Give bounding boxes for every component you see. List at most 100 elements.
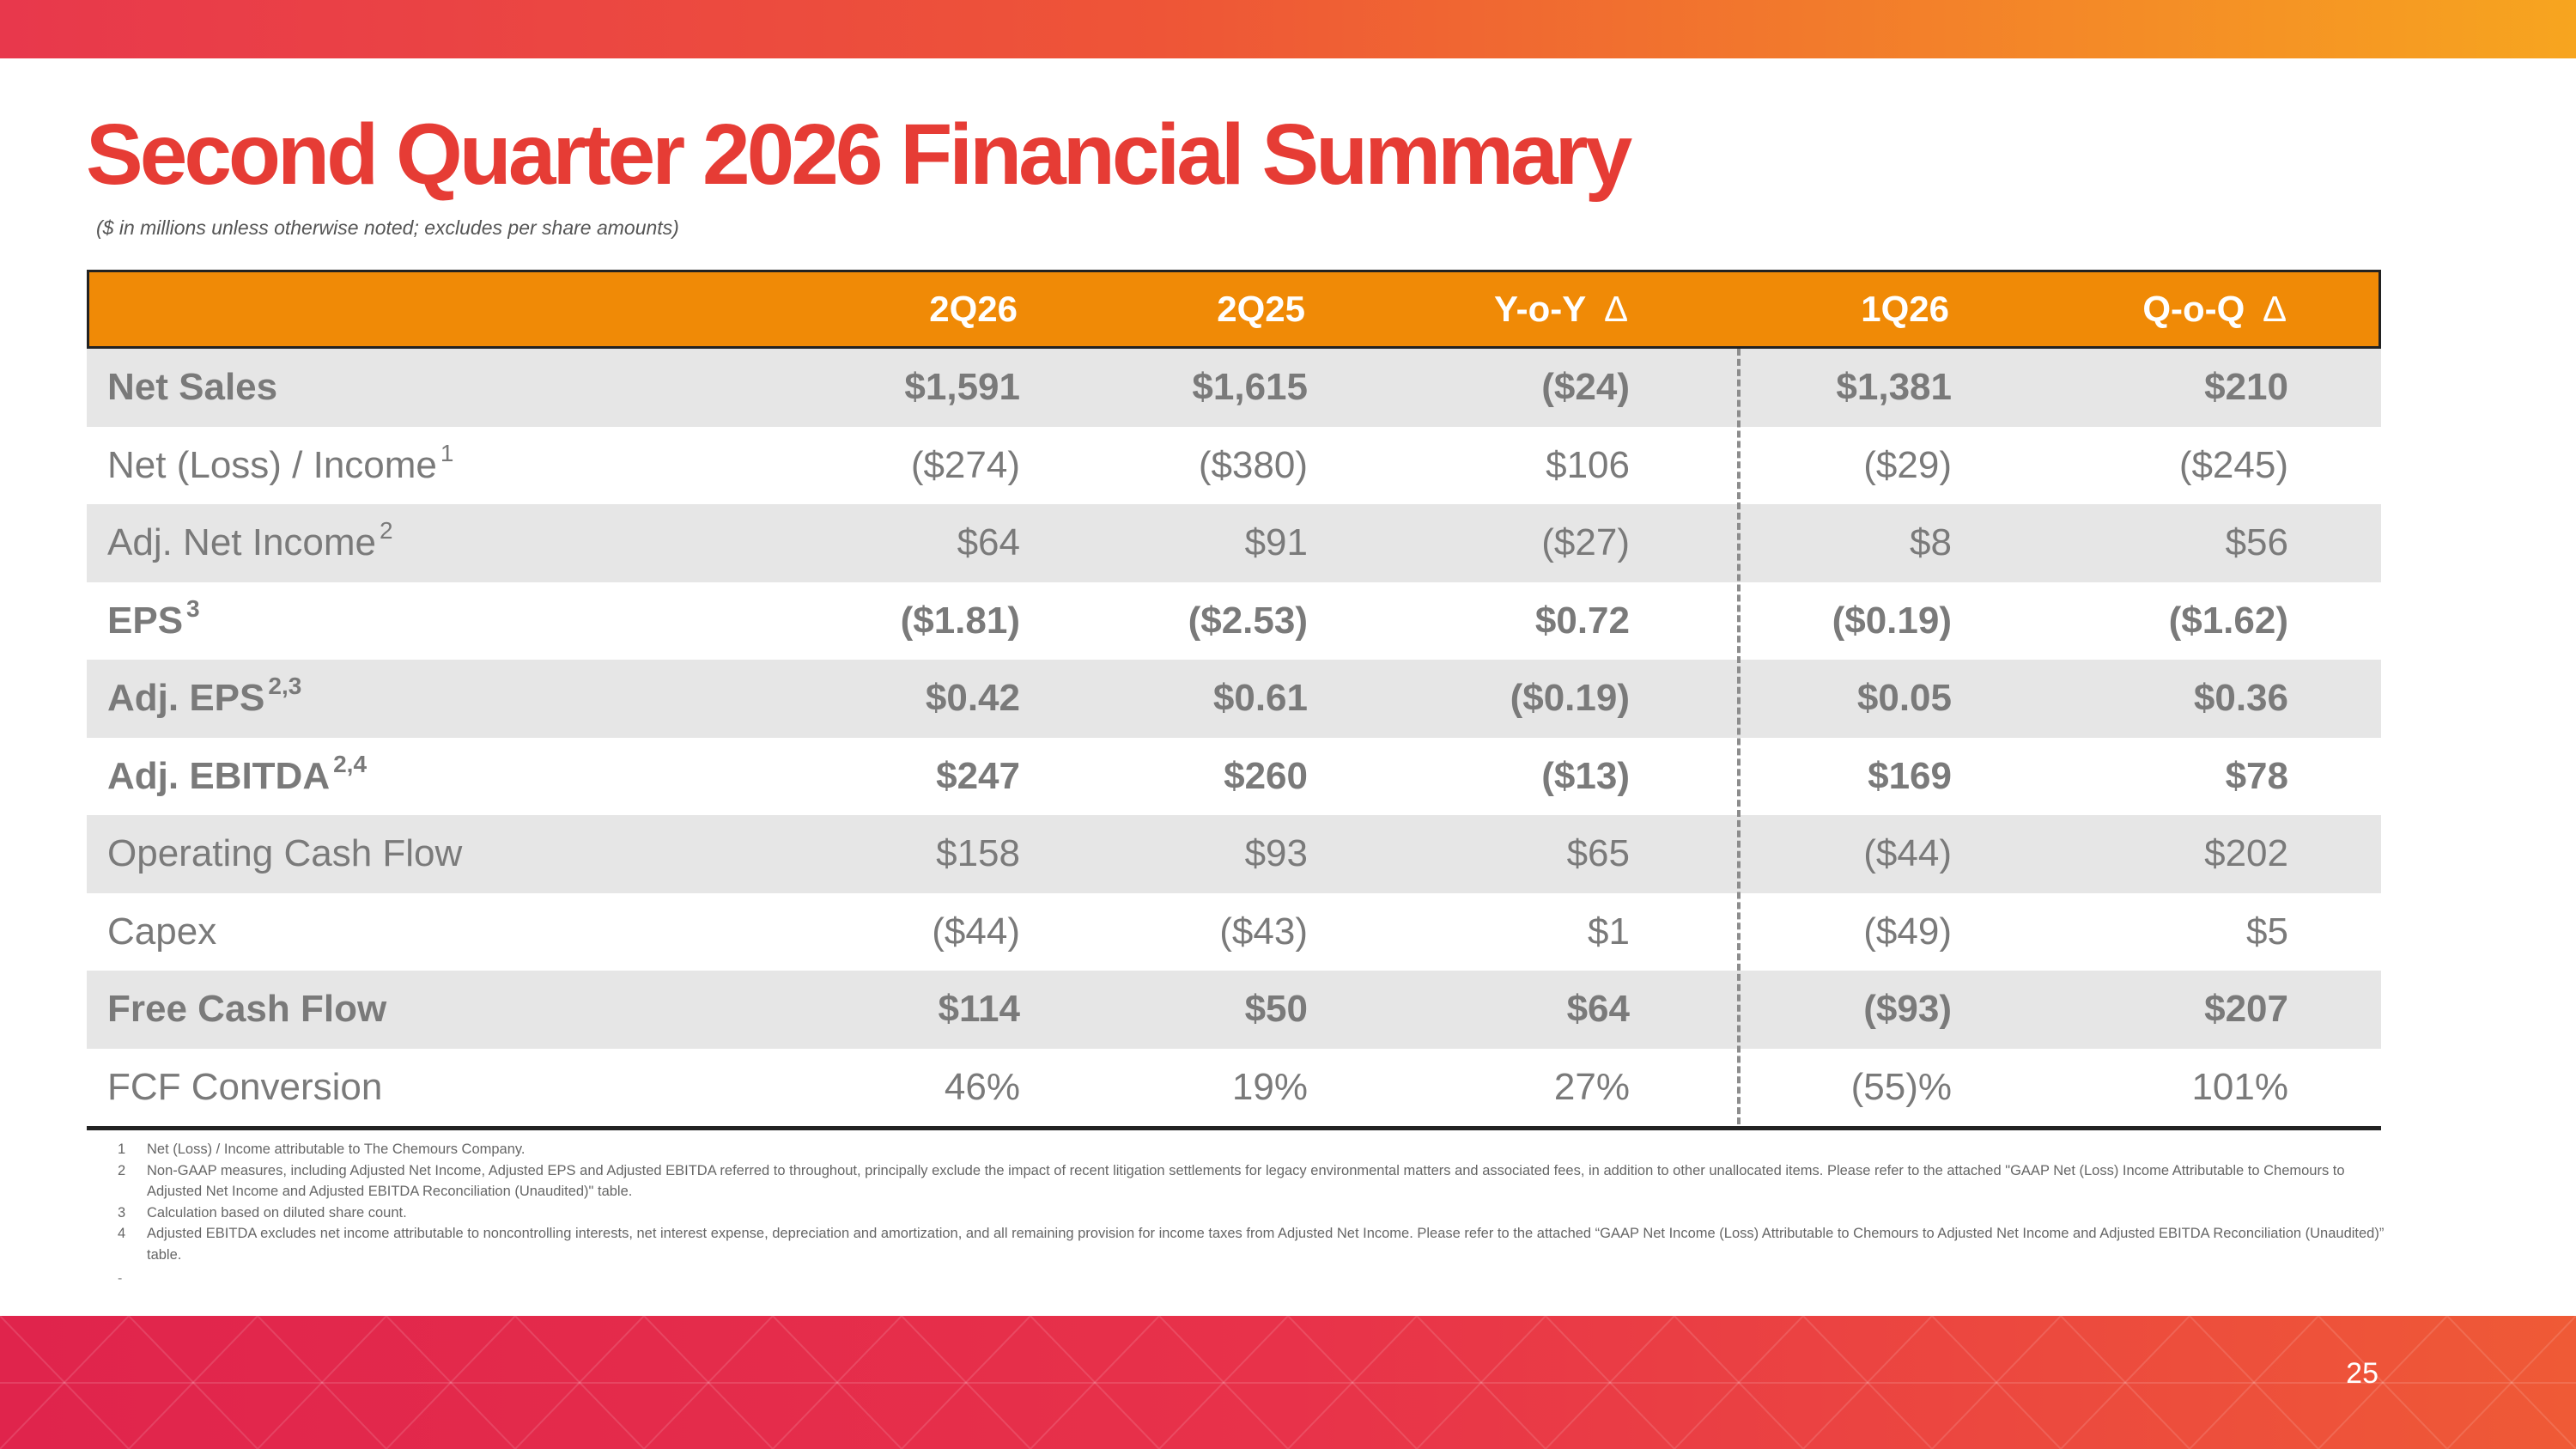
cell-2q25: 19% (1231, 1065, 1308, 1108)
cell-yoy: ($0.19) (1510, 677, 1630, 720)
cell-2q26: $64 (957, 521, 1020, 564)
header-yoy: Y-o-Y ∆ (1494, 272, 1627, 346)
cell-qoq: $0.36 (2193, 677, 2288, 720)
cell-yoy: ($13) (1541, 754, 1630, 797)
cell-2q26: $1,591 (904, 366, 1020, 409)
row-label: Capex (107, 910, 217, 953)
footnote: 1 Net (Loss) / Income attributable to The… (118, 1139, 2385, 1160)
row-label: Operating Cash Flow (107, 832, 463, 875)
page-title: Second Quarter 2026 Financial Summary (86, 107, 1632, 203)
financial-summary-table: 2Q26 2Q25 Y-o-Y ∆ 1Q26 Q-o-Q ∆ Net Sales $… (87, 270, 2381, 1130)
row-label: Adj. Net Income 2 (107, 517, 393, 564)
row-label: Adj. EBITDA 2,4 (107, 750, 368, 797)
cell-2q26: 46% (944, 1065, 1020, 1108)
cell-qoq: $207 (2204, 988, 2288, 1031)
row-label: EPS 3 (107, 594, 200, 642)
cell-2q25: $50 (1244, 988, 1308, 1031)
cell-1q26: ($0.19) (1832, 599, 1952, 642)
table-row: Net Sales $1,591 $1,615 ($24) $1,381 $21… (87, 349, 2381, 427)
footnote-ref: 2,3 (268, 673, 302, 700)
cell-1q26: (55)% (1850, 1065, 1952, 1108)
header-2q26: 2Q26 (929, 289, 1018, 329)
header-2q25: 2Q25 (1217, 289, 1305, 329)
cell-yoy: ($27) (1541, 521, 1630, 564)
table-row: Net (Loss) / Income 1 ($274) ($380) $106 … (87, 427, 2381, 505)
cell-2q25: ($380) (1198, 443, 1308, 486)
trailing-mark: - (118, 1271, 123, 1286)
cell-1q26: $8 (1910, 521, 1952, 564)
cell-1q26: ($49) (1863, 910, 1952, 953)
row-label: Net Sales (107, 366, 278, 409)
table-row: Adj. EBITDA 2,4 $247 $260 ($13) $169 $78 (87, 738, 2381, 816)
row-label: Free Cash Flow (107, 988, 387, 1031)
cell-1q26: ($44) (1863, 832, 1952, 875)
cell-qoq: ($245) (2178, 443, 2288, 486)
header-qoq-label: Q-o-Q (2142, 289, 2245, 329)
table-row: Adj. Net Income 2 $64 $91 ($27) $8 $56 (87, 504, 2381, 582)
row-label: Adj. EPS 2,3 (107, 673, 302, 720)
page-subtitle: ($ in millions unless otherwise noted; e… (96, 216, 679, 239)
cell-1q26: ($29) (1863, 443, 1952, 486)
cell-2q25: $0.61 (1212, 677, 1308, 720)
footnote-number: 4 (118, 1226, 126, 1241)
table-row: Capex ($44) ($43) $1 ($49) $5 (87, 893, 2381, 971)
cell-2q26: ($44) (932, 910, 1020, 953)
delta-icon: ∆ (1605, 289, 1627, 329)
cell-yoy: $64 (1566, 988, 1630, 1031)
cell-yoy: $1 (1588, 910, 1630, 953)
cell-1q26: $1,381 (1836, 366, 1952, 409)
footnote: 2 Non-GAAP measures, including Adjusted N… (118, 1160, 2385, 1202)
cell-2q26: ($274) (910, 443, 1020, 486)
cell-2q26: $0.42 (925, 677, 1020, 720)
table-header: 2Q26 2Q25 Y-o-Y ∆ 1Q26 Q-o-Q ∆ (87, 270, 2381, 349)
cell-yoy: $106 (1546, 443, 1630, 486)
cell-2q25: $260 (1224, 754, 1308, 797)
cell-qoq: $5 (2246, 910, 2288, 953)
footnote-text: Calculation based on diluted share count… (147, 1204, 407, 1221)
footnote-number: 3 (118, 1204, 126, 1221)
cell-2q25: ($2.53) (1188, 599, 1308, 642)
footnote-text: Non-GAAP measures, including Adjusted Ne… (147, 1162, 2345, 1200)
period-divider (1737, 349, 1741, 1124)
table-bottom-rule (87, 1126, 2381, 1130)
table-row: Operating Cash Flow $158 $93 $65 ($44) $… (87, 815, 2381, 893)
table-row: EPS 3 ($1.81) ($2.53) $0.72 ($0.19) ($1.6… (87, 582, 2381, 661)
table-row: FCF Conversion 46% 19% 27% (55)% 101% (87, 1049, 2381, 1127)
cell-yoy: $65 (1566, 832, 1630, 875)
cell-2q26: ($1.81) (900, 599, 1020, 642)
row-label: FCF Conversion (107, 1065, 383, 1108)
footnote-ref: 2 (380, 517, 393, 545)
header-1q26: 1Q26 (1861, 289, 1949, 329)
footnote-text: Adjusted EBITDA excludes net income attr… (147, 1226, 2385, 1263)
footnote-text: Net (Loss) / Income attributable to The … (147, 1142, 526, 1157)
delta-icon: ∆ (2263, 289, 2286, 329)
footnotes: 1 Net (Loss) / Income attributable to The… (118, 1139, 2385, 1290)
table-row: Adj. EPS 2,3 $0.42 $0.61 ($0.19) $0.05 $0… (87, 660, 2381, 738)
cell-qoq: ($1.62) (2168, 599, 2288, 642)
cell-2q26: $158 (936, 832, 1020, 875)
cell-qoq: $56 (2225, 521, 2288, 564)
cell-yoy: ($24) (1541, 366, 1630, 409)
header-yoy-label: Y-o-Y (1493, 289, 1587, 329)
cell-yoy: 27% (1553, 1065, 1630, 1108)
cell-2q26: $114 (938, 988, 1020, 1031)
cell-2q25: $1,615 (1192, 366, 1308, 409)
cell-1q26: $0.05 (1856, 677, 1952, 720)
footnote-ref: 2,4 (333, 750, 368, 777)
footnote: 4 Adjusted EBITDA excludes net income att… (118, 1223, 2385, 1265)
cell-2q25: $93 (1244, 832, 1308, 875)
footnote: 3 Calculation based on diluted share coun… (118, 1202, 2385, 1224)
footnote-ref: 3 (186, 594, 200, 622)
header-qoq: Q-o-Q ∆ (2142, 272, 2286, 346)
bottom-gradient-band (0, 1316, 2576, 1449)
row-label: Net (Loss) / Income 1 (107, 439, 454, 486)
cell-2q26: $247 (936, 754, 1020, 797)
cell-2q25: $91 (1244, 521, 1308, 564)
cell-2q25: ($43) (1219, 910, 1308, 953)
cell-qoq: $210 (2204, 366, 2288, 409)
top-gradient-band (0, 0, 2576, 58)
footnote-number: 1 (118, 1142, 126, 1157)
page-number: 25 (2346, 1357, 2379, 1390)
cell-qoq: $202 (2204, 832, 2288, 875)
cell-qoq: $78 (2225, 754, 2288, 797)
